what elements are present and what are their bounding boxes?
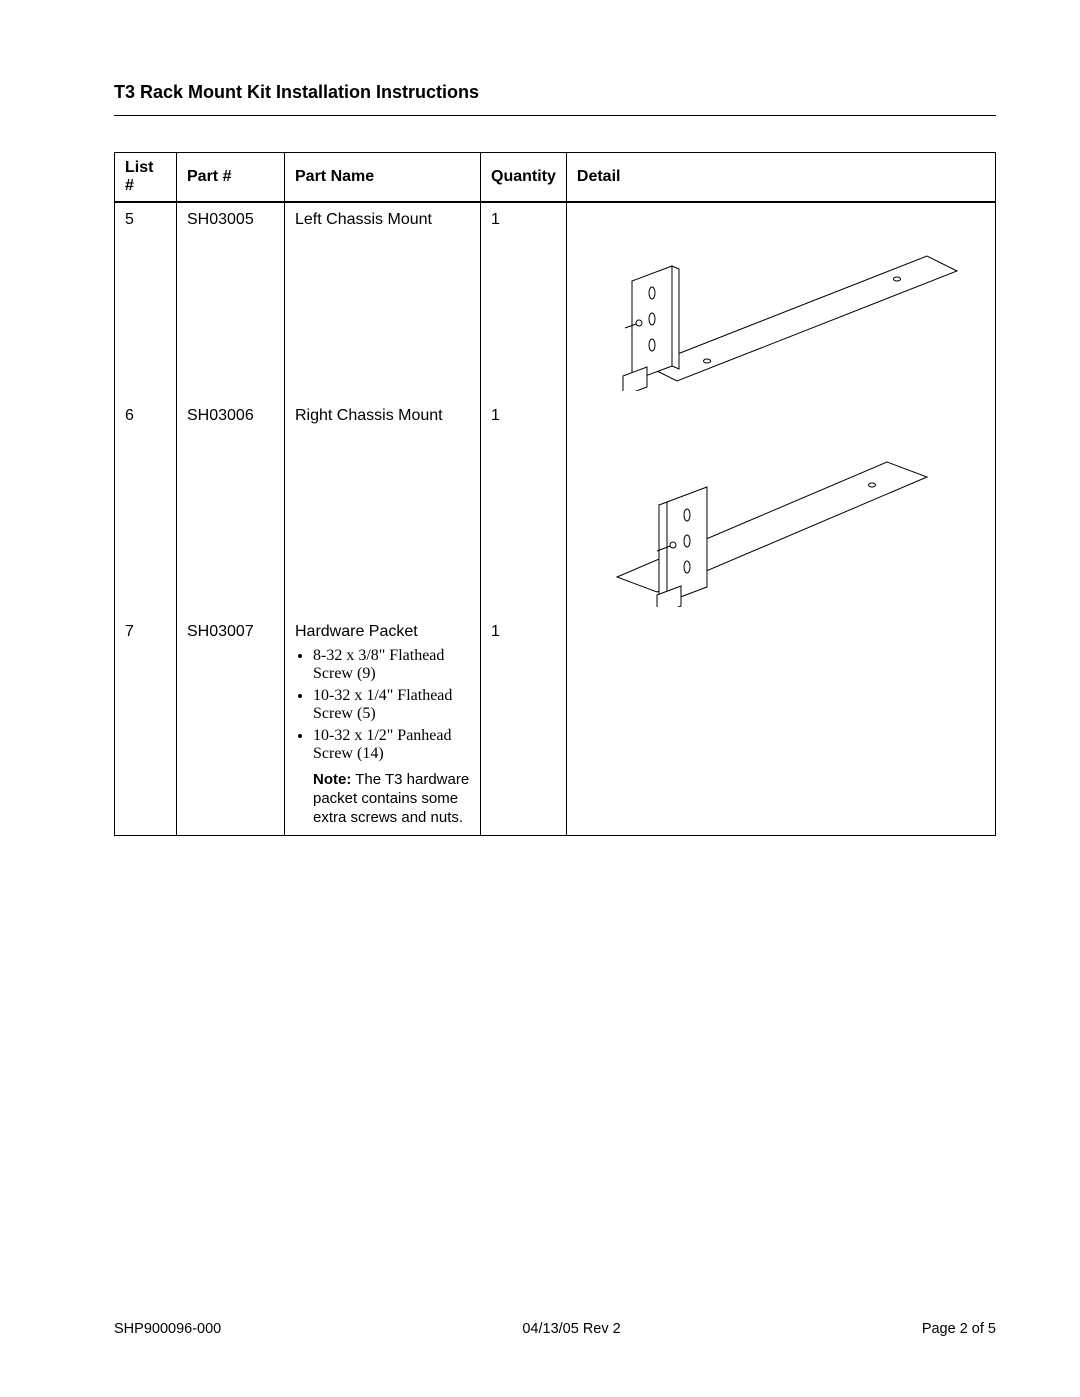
footer-doc-number: SHP900096-000 xyxy=(114,1321,221,1337)
page-title: T3 Rack Mount Kit Installation Instructi… xyxy=(114,82,996,103)
hardware-note: Note: The T3 hardware packet contains so… xyxy=(313,771,470,827)
hardware-list: 8-32 x 3/8" Flathead Screw (9) 10-32 x 1… xyxy=(295,647,470,763)
cell-part: SH03007 xyxy=(177,615,285,836)
cell-name: Hardware Packet 8-32 x 3/8" Flathead Scr… xyxy=(285,615,481,836)
cell-list: 6 xyxy=(115,399,177,615)
note-label: Note: xyxy=(313,771,351,788)
cell-qty: 1 xyxy=(481,615,567,836)
cell-list: 7 xyxy=(115,615,177,836)
hardware-packet-name: Hardware Packet xyxy=(295,623,418,640)
page-footer: SHP900096-000 04/13/05 Rev 2 Page 2 of 5 xyxy=(114,1321,996,1337)
th-qty: Quantity xyxy=(481,153,567,203)
th-list: List # xyxy=(115,153,177,203)
cell-qty: 1 xyxy=(481,399,567,615)
right-chassis-mount-icon xyxy=(577,407,967,607)
hardware-item: 10-32 x 1/2" Panhead Screw (14) xyxy=(313,727,470,763)
footer-page: Page 2 of 5 xyxy=(922,1321,996,1337)
cell-name: Left Chassis Mount xyxy=(285,202,481,399)
cell-qty: 1 xyxy=(481,202,567,399)
cell-detail xyxy=(566,615,995,836)
cell-detail xyxy=(566,202,995,399)
hardware-item: 10-32 x 1/4" Flathead Screw (5) xyxy=(313,687,470,723)
left-chassis-mount-icon xyxy=(577,211,967,391)
cell-part: SH03006 xyxy=(177,399,285,615)
footer-date-rev: 04/13/05 Rev 2 xyxy=(522,1321,620,1337)
table-header-row: List # Part # Part Name Quantity Detail xyxy=(115,153,996,203)
title-rule xyxy=(114,115,996,116)
th-detail: Detail xyxy=(566,153,995,203)
parts-table: List # Part # Part Name Quantity Detail … xyxy=(114,152,996,836)
th-part: Part # xyxy=(177,153,285,203)
table-row: 5 SH03005 Left Chassis Mount 1 xyxy=(115,202,996,399)
cell-list: 5 xyxy=(115,202,177,399)
th-name: Part Name xyxy=(285,153,481,203)
table-row: 6 SH03006 Right Chassis Mount 1 xyxy=(115,399,996,615)
cell-part: SH03005 xyxy=(177,202,285,399)
table-row: 7 SH03007 Hardware Packet 8-32 x 3/8" Fl… xyxy=(115,615,996,836)
cell-detail xyxy=(566,399,995,615)
cell-name: Right Chassis Mount xyxy=(285,399,481,615)
hardware-item: 8-32 x 3/8" Flathead Screw (9) xyxy=(313,647,470,683)
